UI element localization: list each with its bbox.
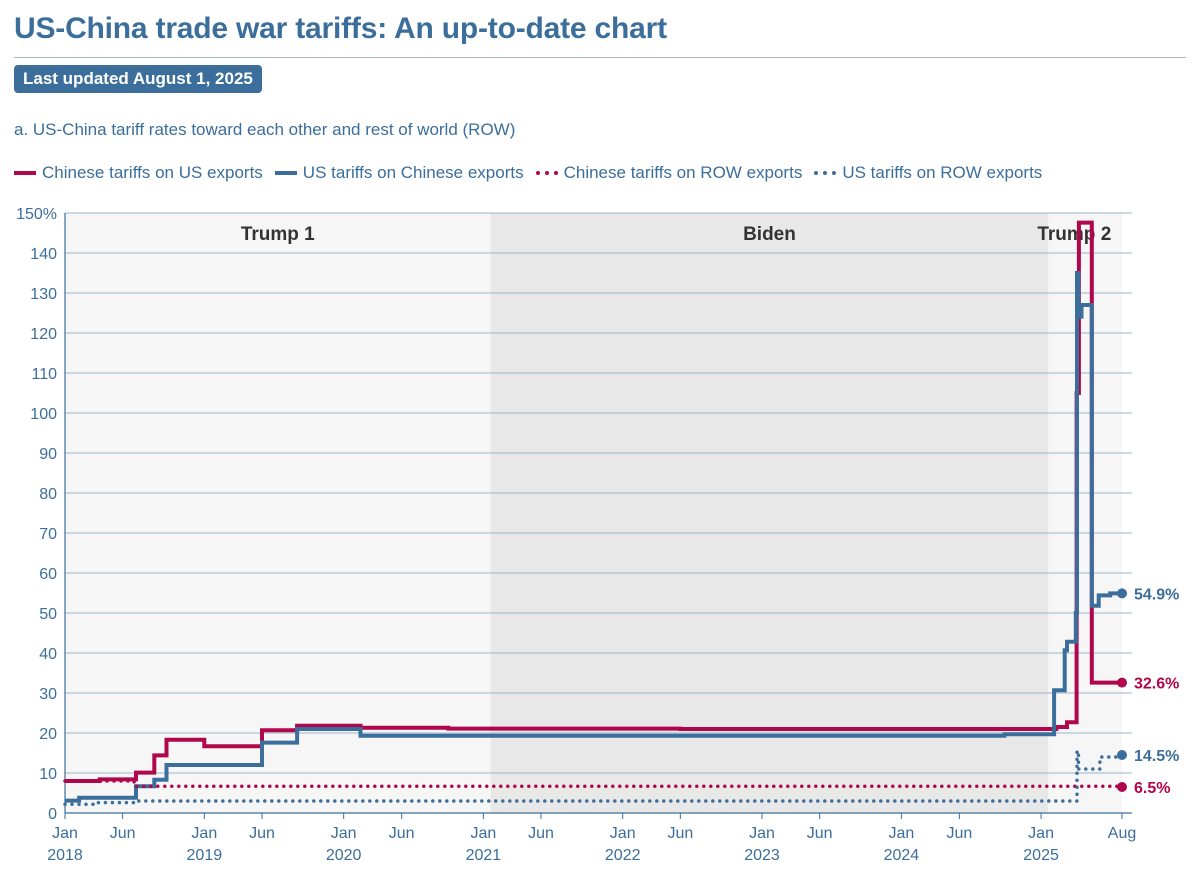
legend-item-us-tariffs-on-chinese: US tariffs on Chinese exports [274,163,524,183]
series-end-marker [1117,588,1127,599]
legend: Chinese tariffs on US exports US tariffs… [14,160,1054,186]
series-end-marker [1117,782,1127,792]
x-tick-year-label: 2022 [605,847,641,864]
era-label: Trump 2 [1037,224,1111,245]
era-band-biden [490,213,1049,813]
x-tick-year-label: 2019 [187,847,223,864]
y-tick-label: 20 [39,726,57,743]
y-tick-label: 80 [39,486,57,503]
x-tick-label: Jan [888,825,914,842]
x-tick-year-label: 2024 [884,847,920,864]
y-tick-label: 100 [30,406,57,423]
y-tick-label: 110 [31,366,57,383]
x-tick-label: Jun [807,825,833,842]
x-tick-label: Jun [528,825,554,842]
series-end-marker [1117,677,1127,688]
x-tick-year-label: 2023 [744,847,780,864]
y-tick-label: 10 [39,766,57,783]
era-label: Biden [743,224,796,245]
legend-label: US tariffs on Chinese exports [302,163,524,182]
y-tick-label: 60 [39,566,57,583]
legend-item-chinese-tariffs-on-row: Chinese tariffs on ROW exports [535,163,803,183]
series-end-label: 14.5% [1134,748,1179,765]
series-end-marker [1117,750,1127,760]
y-tick-label: 140 [30,246,57,263]
chart-subtitle: a. US-China tariff rates toward each oth… [14,120,516,139]
title-divider [14,57,1186,58]
legend-label: Chinese tariffs on ROW exports [563,163,803,182]
y-tick-label: 150% [16,206,57,223]
series-line-2 [65,271,1122,803]
series-end-label: 32.6% [1134,676,1179,693]
x-tick-label: Jan [331,825,357,842]
series-end-label: 6.5% [1134,780,1170,797]
legend-swatch-solid-red [14,171,36,175]
y-tick-label: 0 [48,806,57,823]
era-label: Trump 1 [241,224,315,245]
legend-item-chinese-tariffs-on-us: Chinese tariffs on US exports [14,163,263,183]
y-tick-label: 90 [39,446,57,463]
x-tick-label: Aug [1108,825,1136,842]
x-tick-year-label: 2025 [1023,847,1059,864]
x-tick-label: Jun [249,825,275,842]
x-tick-year-label: 2018 [47,847,83,864]
y-tick-label: 120 [30,326,57,343]
legend-label: US tariffs on ROW exports [842,163,1043,182]
x-tick-label: Jun [946,825,972,842]
x-tick-label: Jan [749,825,775,842]
series-line-3 [63,779,1124,789]
x-tick-label: Jan [1028,825,1054,842]
y-tick-label: 40 [39,646,57,663]
y-tick-label: 130 [30,286,57,303]
x-tick-label: Jun [389,825,415,842]
last-updated-badge: Last updated August 1, 2025 [14,65,262,93]
x-tick-label: Jan [52,825,78,842]
x-tick-label: Jan [191,825,217,842]
series-end-label: 54.9% [1134,586,1179,603]
legend-swatch-dotted-blue [814,171,837,175]
era-band-trump-1 [65,213,491,813]
x-tick-label: Jan [470,825,496,842]
legend-label: Chinese tariffs on US exports [42,163,263,182]
era-band-trump-2 [1048,213,1122,813]
x-tick-label: Jun [110,825,136,842]
x-tick-label: Jan [610,825,636,842]
legend-swatch-solid-blue [274,171,297,175]
y-tick-label: 30 [39,686,57,703]
x-tick-year-label: 2020 [326,847,362,864]
legend-item-us-tariffs-on-row: US tariffs on ROW exports [814,163,1042,183]
page-title: US-China trade war tariffs: An up-to-dat… [14,12,667,45]
y-tick-label: 50 [39,606,57,623]
legend-swatch-dotted-red [535,171,558,175]
x-tick-label: Jun [667,825,693,842]
x-tick-year-label: 2021 [466,847,502,864]
y-tick-label: 70 [39,526,57,543]
